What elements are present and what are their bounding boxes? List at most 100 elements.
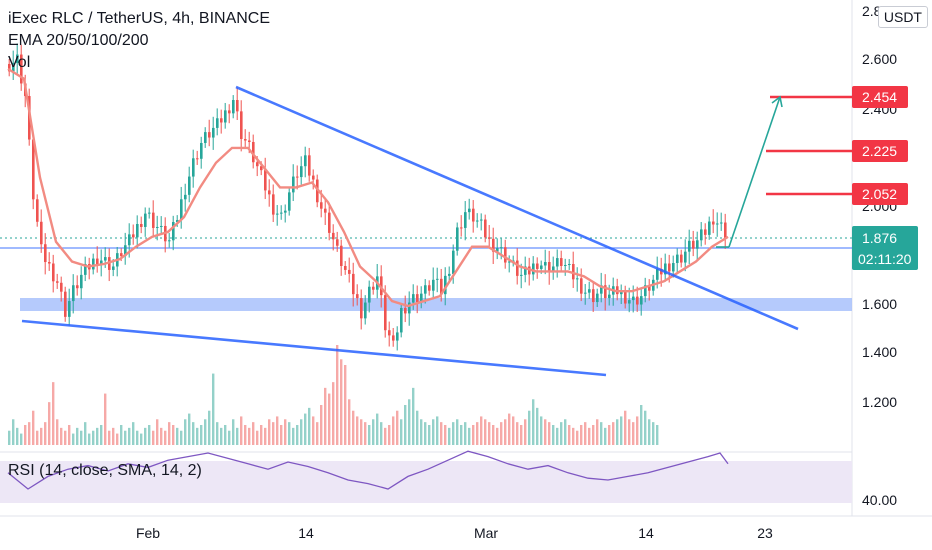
- volume-bar: [324, 387, 327, 445]
- candle-body: [320, 202, 323, 209]
- volume-bar: [88, 433, 91, 445]
- volume-bar: [400, 419, 403, 445]
- volume-bar: [12, 419, 15, 445]
- target-price-badge: [852, 86, 908, 108]
- volume-bar: [80, 430, 83, 445]
- volume-indicator-label[interactable]: Vol: [8, 54, 31, 71]
- volume-bar: [136, 430, 139, 445]
- volume-bar: [408, 399, 411, 445]
- volume-bar: [520, 425, 523, 445]
- volume-bar: [420, 419, 423, 445]
- candle-body: [304, 155, 307, 167]
- time-tick-label: 14: [298, 525, 314, 541]
- candle-body: [64, 291, 67, 317]
- target-price-text: 2.052: [862, 186, 897, 202]
- candle-body: [172, 222, 175, 241]
- candle-body: [508, 261, 511, 263]
- candle-body: [76, 285, 79, 289]
- volume-bar: [632, 422, 635, 445]
- rsi-line: [7, 450, 729, 490]
- candle-body: [260, 166, 263, 171]
- candle-body: [48, 262, 51, 264]
- volume-bar: [396, 410, 399, 445]
- candle-body: [104, 257, 107, 261]
- candle-body: [488, 237, 491, 239]
- volume-bar: [448, 427, 451, 445]
- rsi-legend[interactable]: RSI (14, close, SMA, 14, 2): [8, 462, 202, 479]
- candle-body: [244, 139, 247, 141]
- candle-body: [252, 141, 255, 163]
- candle-body: [556, 258, 559, 267]
- candle-body: [220, 118, 223, 123]
- rsi-axis-label: 40.00: [862, 492, 897, 508]
- volume-bar: [36, 430, 39, 445]
- candle-body: [92, 258, 95, 270]
- candle-body: [588, 289, 591, 293]
- candle-body: [388, 330, 391, 336]
- volume-bar: [364, 422, 367, 445]
- volume-bar: [244, 425, 247, 445]
- volume-bar: [272, 422, 275, 445]
- volume-bar: [392, 416, 395, 445]
- candle-body: [100, 260, 103, 265]
- volume-bar: [292, 427, 295, 445]
- candle-body: [72, 285, 75, 302]
- candle-body: [456, 227, 459, 251]
- volume-bar: [656, 425, 659, 445]
- time-tick-label: 14: [638, 525, 654, 541]
- candle-body: [452, 250, 455, 274]
- volume-bar: [200, 425, 203, 445]
- candle-body: [372, 286, 375, 290]
- candle-body: [640, 296, 643, 305]
- volume-bar: [472, 425, 475, 445]
- volume-bar: [112, 427, 115, 445]
- volume-bar: [480, 416, 483, 445]
- volume-bar: [60, 427, 63, 445]
- volume-bar: [156, 419, 159, 445]
- chart-legend: iExec RLC / TetherUS, 4h, BINANCE EMA 20…: [8, 8, 270, 74]
- candle-body: [492, 238, 495, 252]
- volume-bar: [144, 427, 147, 445]
- candle-body: [32, 139, 35, 200]
- volume-bar: [384, 427, 387, 445]
- symbol-title[interactable]: iExec RLC / TetherUS, 4h, BINANCE: [8, 10, 271, 27]
- volume-bar: [540, 416, 543, 445]
- volume-bar: [484, 419, 487, 445]
- candle-body: [620, 290, 623, 295]
- volume-bar: [336, 345, 339, 445]
- candle-body: [596, 293, 599, 303]
- volume-bar: [456, 419, 459, 445]
- volume-bar: [268, 419, 271, 445]
- volume-bar: [236, 427, 239, 445]
- volume-bar: [600, 422, 603, 445]
- candle-body: [196, 158, 199, 160]
- candle-body: [672, 263, 675, 272]
- volume-bar: [544, 419, 547, 445]
- candle-body: [184, 194, 187, 200]
- candle-body: [124, 245, 127, 257]
- candle-body: [344, 265, 347, 270]
- volume-bar: [328, 393, 331, 445]
- candle-body: [60, 282, 63, 292]
- volume-bar: [16, 427, 19, 445]
- candle-body: [568, 264, 571, 266]
- volume-bar: [492, 425, 495, 445]
- candle-body: [340, 245, 343, 266]
- volume-bar: [432, 419, 435, 445]
- candle-body: [636, 296, 639, 305]
- volume-bar: [436, 416, 439, 445]
- candle-body: [464, 212, 467, 228]
- volume-bar: [620, 416, 623, 445]
- candle-body: [264, 170, 267, 191]
- candle-body: [608, 294, 611, 299]
- quote-currency-badge[interactable]: USDT: [877, 6, 928, 28]
- ema-indicator-label[interactable]: EMA 20/50/100/200: [8, 32, 149, 49]
- volume-bar: [128, 427, 131, 445]
- volume-bar: [68, 425, 71, 445]
- target-price-text: 2.454: [862, 89, 897, 105]
- volume-bar: [652, 422, 655, 445]
- candle-body: [148, 212, 151, 214]
- candle-body: [128, 234, 131, 246]
- candle-body: [604, 285, 607, 299]
